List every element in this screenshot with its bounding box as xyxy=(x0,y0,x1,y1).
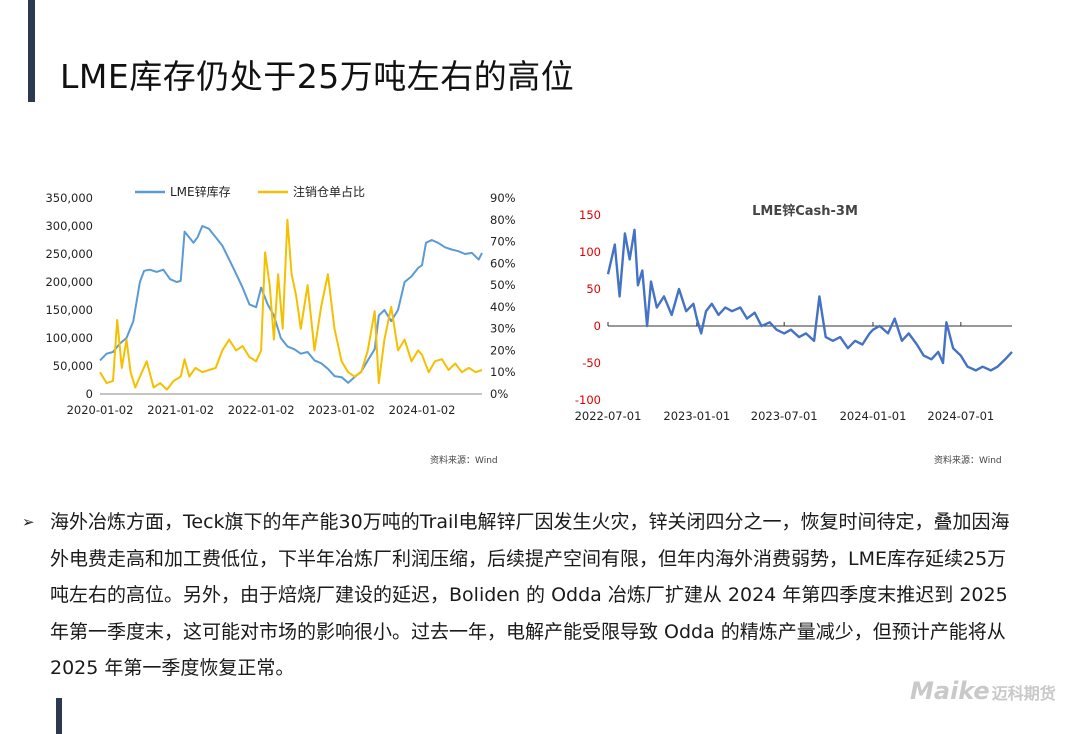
x-tick-label: 2024-07-01 xyxy=(927,409,994,423)
y-tick-label-left: 350,000 xyxy=(45,191,93,205)
y-tick-label-left: 300,000 xyxy=(45,219,93,233)
y-tick-label-right: 60% xyxy=(490,256,516,270)
y-tick-label-right: 40% xyxy=(490,300,516,314)
series-line-1 xyxy=(99,225,483,384)
cash-3m-chart: LME锌Cash-3M 150 100 50 0 -50 -100 2022-07-01 202… xyxy=(575,203,1013,423)
y-tick-label-right: 30% xyxy=(490,322,516,336)
page-title: LME库存仍处于25万吨左右的高位 xyxy=(60,57,575,96)
lme-inventory-chart: 0 50,000 100,000 150,000 200,000 250,000 300,0… xyxy=(45,184,516,417)
series-line-1 xyxy=(606,228,1013,372)
y-tick-label-left: 50,000 xyxy=(53,359,93,373)
y-tick-label: -100 xyxy=(575,393,601,407)
x-tick-label: 2023-07-01 xyxy=(751,409,818,423)
y-tick-label: -50 xyxy=(582,356,601,370)
y-tick-label: 150 xyxy=(579,208,601,222)
y-tick-label-left: 0 xyxy=(86,387,93,401)
series-line-2 xyxy=(99,218,483,391)
bullet-arrow-icon: ➢ xyxy=(22,513,35,531)
x-tick-label: 2023-01-01 xyxy=(663,409,730,423)
x-tick-label: 2024-01-02 xyxy=(389,403,456,417)
y-tick-label-right: 10% xyxy=(490,365,516,379)
x-tick-label: 2022-01-02 xyxy=(228,403,295,417)
chart-title: LME锌Cash-3M xyxy=(752,203,858,219)
x-tick-label: 2022-07-01 xyxy=(575,409,642,423)
y-tick-label-left: 100,000 xyxy=(45,331,93,345)
y-tick-label-right: 80% xyxy=(490,213,516,227)
accent-bar-bottom xyxy=(56,698,62,734)
y-tick-label-left: 200,000 xyxy=(45,275,93,289)
y-tick-label: 0 xyxy=(594,319,601,333)
y-tick-label-right: 50% xyxy=(490,278,516,292)
logo-text-en: Maike xyxy=(910,677,990,705)
y-tick-label-left: 250,000 xyxy=(45,247,93,261)
y-tick-label-left: 150,000 xyxy=(45,303,93,317)
logo-text-cn: 迈科期货 xyxy=(991,684,1056,703)
legend-label-1: LME锌库存 xyxy=(170,184,231,199)
accent-bar xyxy=(28,0,35,102)
x-tick-label: 2020-01-02 xyxy=(67,403,134,417)
source-note-2: 资料来源：Wind xyxy=(934,456,1002,466)
source-note-1: 资料来源：Wind xyxy=(430,456,498,466)
x-tick-label: 2023-01-02 xyxy=(308,403,375,417)
x-tick-label: 2024-01-01 xyxy=(840,409,907,423)
body-paragraph: 海外冶炼方面，Teck旗下的年产能30万吨的Trail电解锌厂因发生火灾，锌关闭… xyxy=(50,511,1010,679)
legend-label-2: 注销仓单占比 xyxy=(293,184,365,199)
y-tick-label: 100 xyxy=(579,245,601,259)
y-tick-label: 50 xyxy=(586,282,601,296)
y-tick-label-right: 0% xyxy=(490,387,508,401)
x-tick-label: 2021-01-02 xyxy=(147,403,214,417)
y-tick-label-right: 20% xyxy=(490,343,516,357)
y-tick-label-right: 90% xyxy=(490,191,516,205)
company-logo: Maike 迈科期货 xyxy=(910,677,1056,705)
y-tick-label-right: 70% xyxy=(490,235,516,249)
